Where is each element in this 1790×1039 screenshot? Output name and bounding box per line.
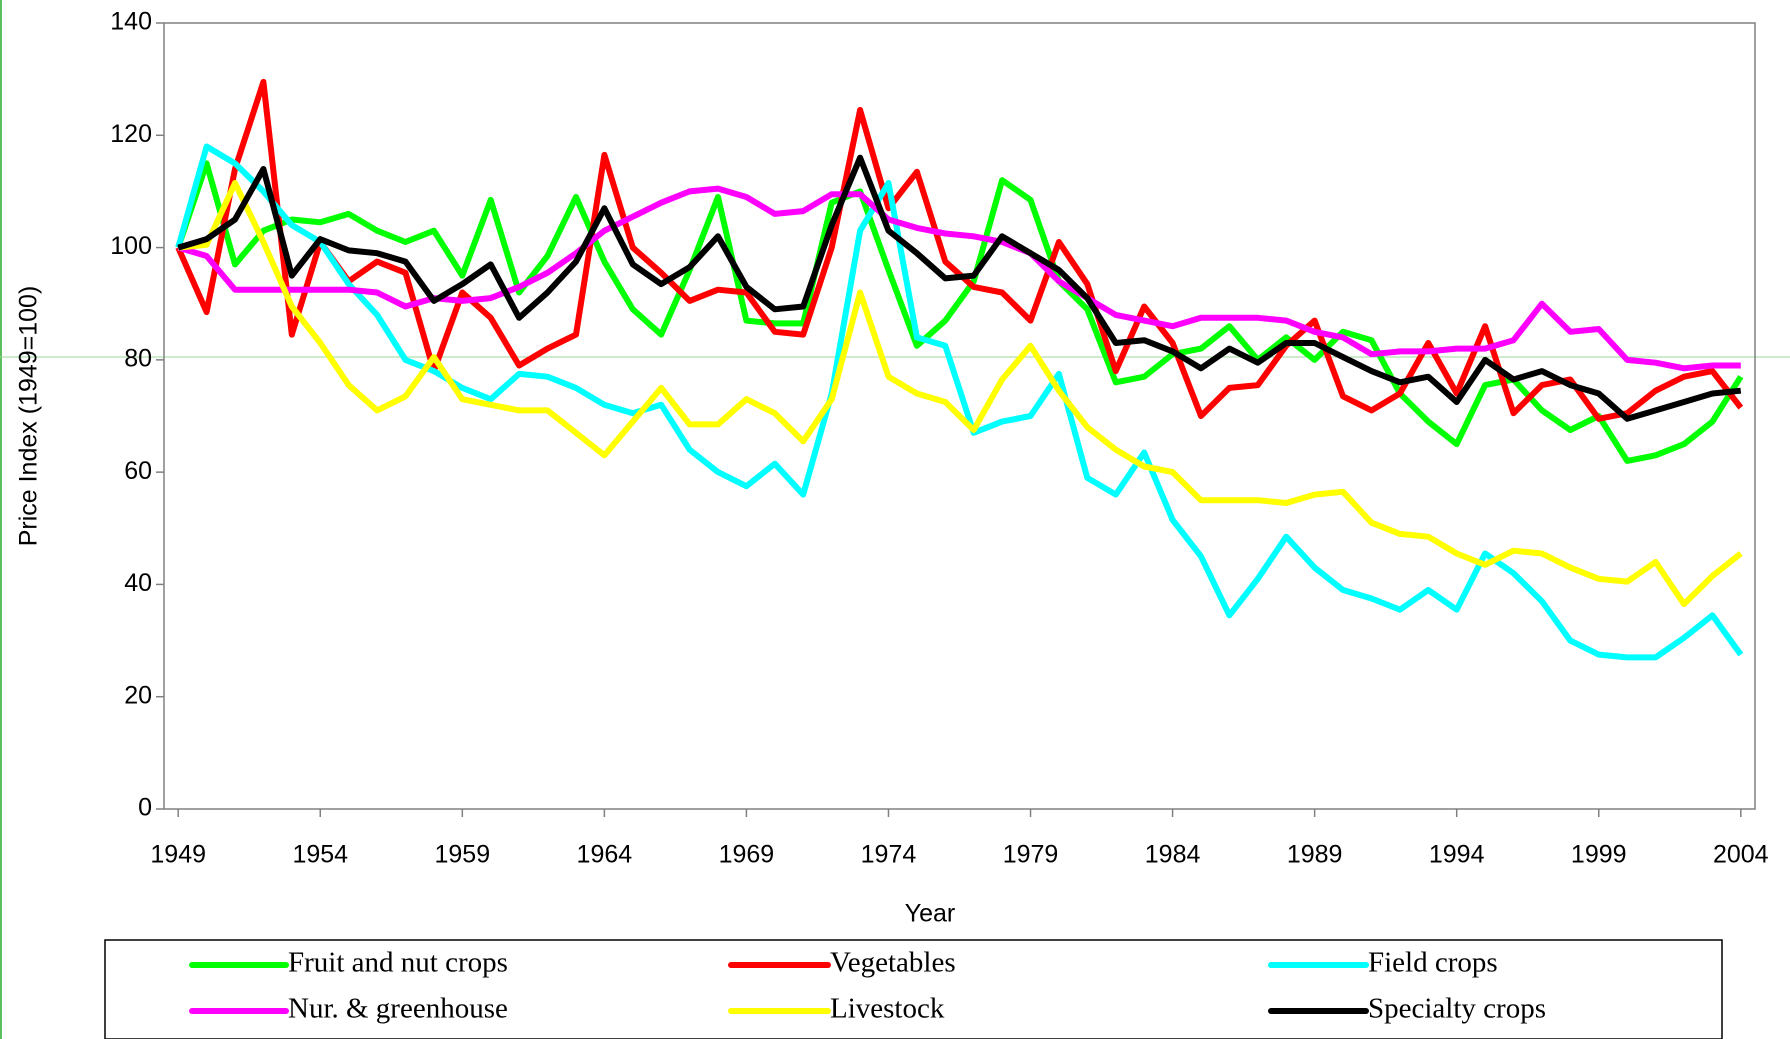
y-axis-label: Price Index (1949=100): [15, 286, 43, 547]
y-tick-label: 20: [124, 681, 152, 709]
y-tick-label: 60: [124, 457, 152, 485]
series-line: [177, 154, 1742, 422]
x-tick-label: 1989: [1287, 841, 1343, 869]
legend: [104, 939, 1723, 1039]
legend-label: Nur. & greenhouse: [288, 993, 508, 1025]
series-line: [177, 180, 1743, 608]
legend-label: Livestock: [830, 993, 945, 1025]
y-tick-label: 100: [110, 232, 152, 260]
y-tick-label: 80: [124, 344, 152, 372]
x-axis-label: Year: [905, 900, 956, 928]
legend-label: Specialty crops: [1368, 993, 1546, 1025]
series-line: [175, 160, 1744, 464]
legend-label: Vegetables: [830, 947, 956, 979]
series-line: [175, 143, 1744, 661]
series-line: [175, 78, 1744, 422]
x-tick-label: 1969: [719, 841, 775, 869]
y-tick-label: 0: [138, 794, 152, 822]
x-tick-label: 1954: [292, 841, 348, 869]
x-tick-label: 1949: [150, 841, 206, 869]
x-tick-label: 1964: [577, 841, 633, 869]
legend-label: Field crops: [1368, 947, 1498, 979]
plot-frame: [163, 22, 1756, 810]
x-tick-label: 1999: [1571, 841, 1627, 869]
legend-label: Fruit and nut crops: [288, 947, 508, 979]
x-tick-label: 1959: [435, 841, 491, 869]
x-tick-label: 1994: [1429, 841, 1485, 869]
y-tick-label: 140: [110, 8, 152, 36]
x-tick-label: 1984: [1145, 841, 1201, 869]
x-tick-label: 2004: [1713, 841, 1769, 869]
x-tick-label: 1974: [861, 841, 917, 869]
y-tick-label: 120: [110, 120, 152, 148]
y-tick-label: 40: [124, 569, 152, 597]
x-tick-label: 1979: [1003, 841, 1059, 869]
